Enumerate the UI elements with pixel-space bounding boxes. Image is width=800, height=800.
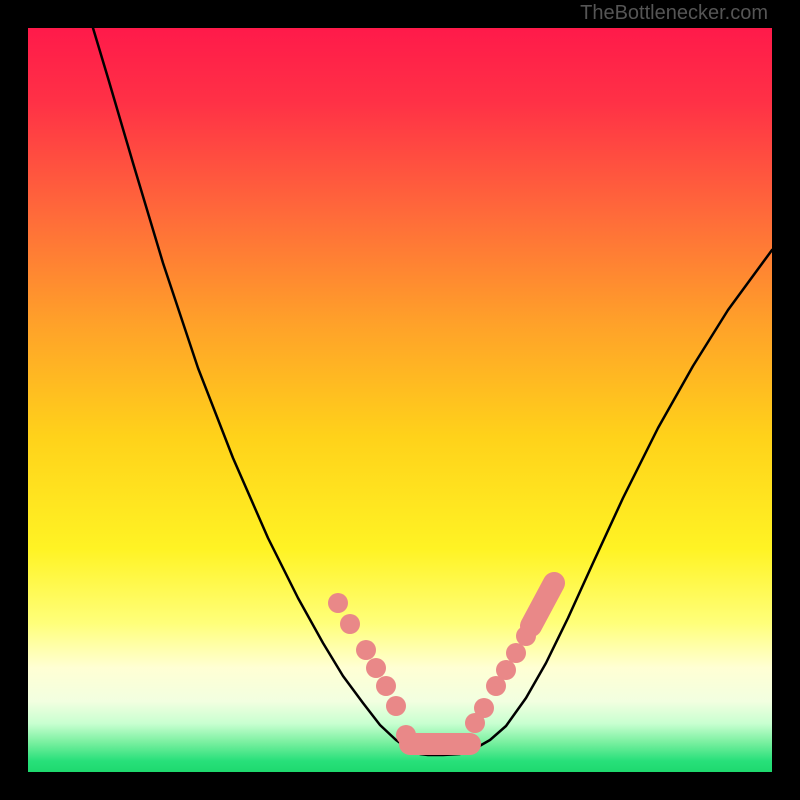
gradient-background (28, 28, 772, 772)
bead-marker (376, 676, 396, 696)
plot-svg (0, 0, 800, 800)
bead-marker (356, 640, 376, 660)
bead-marker (340, 614, 360, 634)
bead-marker (396, 725, 416, 745)
bead-marker (328, 593, 348, 613)
bead-marker (516, 626, 536, 646)
bead-marker (366, 658, 386, 678)
bead-marker (386, 696, 406, 716)
bead-marker (496, 660, 516, 680)
bead-marker (506, 643, 526, 663)
watermark-text: TheBottlenecker.com (580, 2, 768, 25)
bead-marker (465, 713, 485, 733)
